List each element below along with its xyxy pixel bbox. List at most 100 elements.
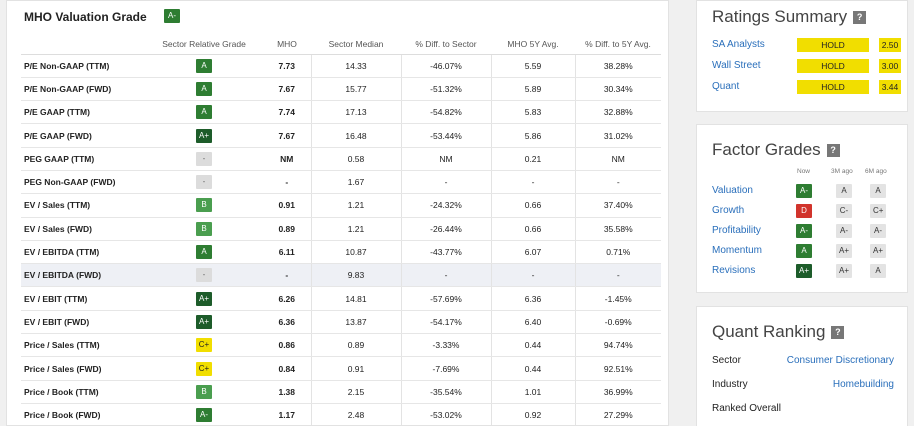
col-header-5y-avg[interactable]: MHO 5Y Avg. <box>491 34 575 55</box>
col-header-metric <box>21 34 145 55</box>
factor-label-revisions[interactable]: Revisions <box>712 265 756 276</box>
factor-row-growth: Growth D C- C+ <box>712 204 902 218</box>
avg-5y-value: 5.86 <box>490 123 575 148</box>
factor-label-profitability[interactable]: Profitability <box>712 225 761 236</box>
factor-label-growth[interactable]: Growth <box>712 205 745 216</box>
help-icon[interactable]: ? <box>853 11 867 25</box>
rating-score: 3.44 <box>879 80 901 94</box>
factor-grade-m6: A <box>870 184 886 198</box>
metric-name: EV / EBITDA (FWD) <box>21 263 145 288</box>
factor-grade-m6: A+ <box>870 244 887 258</box>
diff-5y-value: 36.99% <box>574 380 661 404</box>
avg-5y-value: 0.66 <box>490 217 575 241</box>
mho-value: 1.38 <box>263 380 311 404</box>
diff-5y-value: NM <box>574 147 661 171</box>
grade-badge: C+ <box>195 361 213 376</box>
grade-badge: - <box>196 268 212 283</box>
factor-grade-m6: A <box>870 264 886 278</box>
factor-col-3m: 3M ago <box>831 168 853 175</box>
factor-row-profitability: Profitability A- A- A- <box>712 224 902 238</box>
mho-value: NM <box>263 147 311 171</box>
factor-grade-m3: A+ <box>836 264 853 278</box>
table-row: P/E Non-GAAP (TTM) A 7.73 14.33 -46.07% 5.59 3… <box>21 54 661 78</box>
metric-name: EV / EBIT (TTM) <box>21 286 145 311</box>
metric-name: EV / Sales (TTM) <box>21 193 145 218</box>
rating-label-sa-analysts[interactable]: SA Analysts <box>712 39 765 50</box>
table-row: EV / EBITDA (FWD) - -9.83- - - <box>21 263 661 288</box>
valuation-title: MHO Valuation Grade <box>24 10 147 24</box>
diff-5y-value: 0.71% <box>574 240 661 265</box>
sector-median-value: 2.48 <box>310 403 401 425</box>
diff-sector-value: -26.44% <box>400 217 491 241</box>
metric-name: Price / Book (TTM) <box>21 380 145 404</box>
diff-sector-value: -24.32% <box>400 193 491 218</box>
rating-label-wall-street[interactable]: Wall Street <box>712 60 761 71</box>
table-row: EV / Sales (FWD) B 0.89 1.21 -26.44% 0.66 35.5… <box>21 217 661 241</box>
table-row: PEG Non-GAAP (FWD) - -1.67- - - <box>21 170 661 195</box>
factor-grades-title: Factor Grades? <box>712 140 840 160</box>
sector-grade-cell: - <box>145 263 263 288</box>
mho-value: 1.17 <box>263 403 311 425</box>
sector-median-value: 17.13 <box>310 100 401 125</box>
metric-name: PEG GAAP (TTM) <box>21 147 145 171</box>
avg-5y-value: 0.92 <box>490 403 575 425</box>
quant-industry-link[interactable]: Homebuilding <box>832 379 894 390</box>
factor-grade-now: D <box>796 204 812 218</box>
factor-grade-m6: C+ <box>870 204 887 218</box>
metric-name: P/E GAAP (FWD) <box>21 123 145 148</box>
valuation-table-body: P/E Non-GAAP (TTM) A 7.73 14.33 -46.07% 5.59 3… <box>21 54 661 425</box>
factor-col-6m: 6M ago <box>865 168 887 175</box>
diff-sector-value: -53.02% <box>400 403 491 425</box>
diff-sector-value: -53.44% <box>400 123 491 148</box>
sector-median-value: 14.81 <box>310 286 401 311</box>
diff-5y-value: - <box>574 170 661 195</box>
col-header-diff-5y[interactable]: % Diff. to 5Y Avg. <box>575 34 661 55</box>
valuation-header-row: Sector Relative Grade MHO Sector Median … <box>21 34 661 55</box>
diff-5y-value: 38.28% <box>574 54 661 78</box>
mho-value: 7.67 <box>263 77 311 102</box>
factor-label-valuation[interactable]: Valuation <box>712 185 753 196</box>
diff-sector-value: -43.77% <box>400 240 491 265</box>
avg-5y-value: - <box>490 170 575 195</box>
mho-value: 6.36 <box>263 310 311 335</box>
diff-5y-value: 35.58% <box>574 217 661 241</box>
metric-name: Price / Sales (TTM) <box>21 333 145 358</box>
diff-5y-value: 94.74% <box>574 333 661 358</box>
grade-badge: A+ <box>195 314 212 329</box>
sector-median-value: 2.15 <box>310 380 401 404</box>
grade-badge: A- <box>196 408 212 423</box>
rating-score: 3.00 <box>879 59 901 73</box>
avg-5y-value: 0.44 <box>490 333 575 358</box>
sector-median-value: 10.87 <box>310 240 401 265</box>
mho-value: 7.67 <box>263 123 311 148</box>
factor-grades-panel: Factor Grades? Now 3M ago 6M ago Valuati… <box>696 124 908 293</box>
sector-grade-cell: A+ <box>145 286 263 311</box>
sector-grade-cell: A- <box>145 403 263 425</box>
col-header-diff-sector[interactable]: % Diff. to Sector <box>401 34 491 55</box>
quant-sector-link[interactable]: Consumer Discretionary <box>786 355 894 366</box>
rating-row: Quant HOLD 3.44 <box>712 80 902 94</box>
mho-value: - <box>263 170 311 195</box>
factor-row-momentum: Momentum A A+ A+ <box>712 244 902 258</box>
ratings-summary-title-text: Ratings Summary <box>712 7 848 26</box>
factor-grades-title-text: Factor Grades <box>712 140 821 159</box>
avg-5y-value: 0.21 <box>490 147 575 171</box>
diff-5y-value: 37.40% <box>574 193 661 218</box>
help-icon[interactable]: ? <box>831 326 845 340</box>
table-row: P/E Non-GAAP (FWD) A 7.67 15.77 -51.32% 5.89 3… <box>21 77 661 102</box>
help-icon[interactable]: ? <box>826 144 840 158</box>
col-header-sector-grade[interactable]: Sector Relative Grade <box>145 34 263 55</box>
grade-badge: B <box>196 384 212 399</box>
factor-label-momentum[interactable]: Momentum <box>712 245 763 256</box>
sector-median-value: 1.21 <box>310 193 401 218</box>
metric-name: P/E GAAP (TTM) <box>21 100 145 125</box>
avg-5y-value: 0.66 <box>490 193 575 218</box>
sector-median-value: 0.89 <box>310 333 401 358</box>
diff-sector-value: -3.33% <box>400 333 491 358</box>
sector-grade-cell: B <box>145 217 263 241</box>
col-header-sector-median[interactable]: Sector Median <box>311 34 401 55</box>
col-header-mho[interactable]: MHO <box>263 34 311 55</box>
rating-label-quant[interactable]: Quant <box>712 81 740 92</box>
factor-grade-now: A <box>796 244 812 258</box>
sector-median-value: 1.67 <box>310 170 401 195</box>
